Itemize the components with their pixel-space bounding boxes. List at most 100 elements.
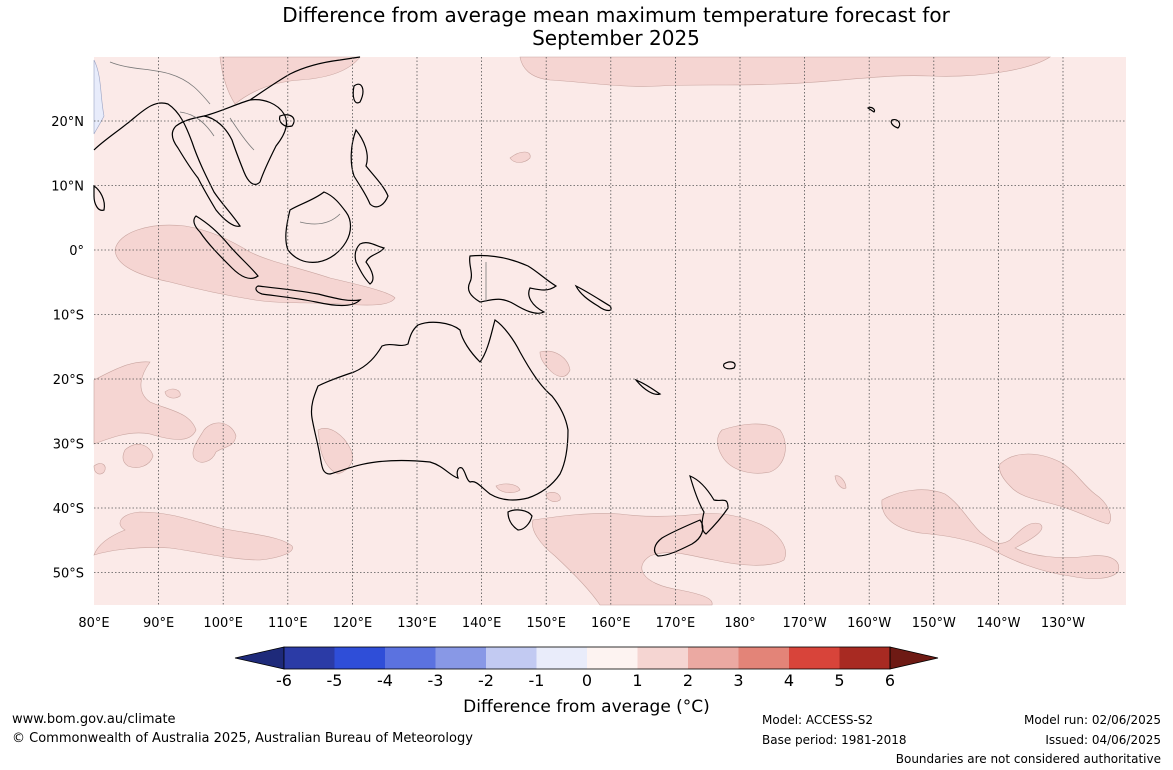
colorbar-tick-label: -5 [327,671,343,690]
anomaly-region-southern-ocean-west [93,511,293,561]
anomaly-region-south-pacific-east [881,489,1120,579]
colorbar-extend-high [889,646,939,670]
lat-tick-label: 40°S [53,502,84,517]
colorbar-box [284,647,335,669]
coastline-new-zealand-south [653,519,704,557]
colorbar-tick-label: -4 [377,671,393,690]
title-line-1: Difference from average mean maximum tem… [282,3,950,27]
colorbar-frame [283,646,891,670]
colorbar-tick-label: 6 [885,671,895,690]
lon-tick-label: 140°E [462,616,502,631]
coastline-india-tip [93,184,105,211]
anomaly-region-indian-south-1 [122,444,154,468]
anomaly-region-small-4 [545,492,561,502]
anomaly-region-indian-south-3 [93,463,106,475]
lon-tick-label: 90°E [143,616,174,631]
lon-tick-label: 110°E [268,616,308,631]
colorbar-extend-low [234,646,285,670]
lon-tick-label: 130°W [1041,616,1085,631]
coastline-sumatra [193,215,259,280]
colorbar-tick-label: -1 [529,671,545,690]
lon-tick-label: 160°W [847,616,891,631]
lon-tick-label: 130°E [397,616,437,631]
colorbar-tick-label: 4 [784,671,794,690]
colorbar-box [486,647,537,669]
lon-tick-label: 140°W [976,616,1020,631]
coastline-new-guinea [467,254,558,314]
coastline-philippines [350,128,389,208]
colorbar-box [637,647,688,669]
forecast-map: 80°E 90°E 100°E 110°E 120°E 130°E 140°E 150°E 16… [51,56,1126,690]
colorbar-box [435,647,486,669]
colorbar-box [385,647,436,669]
colorbar-box [738,647,789,669]
coastline-fiji [723,361,736,370]
lon-tick-label: 180° [724,616,755,631]
model-run-text: Model run: 02/06/2025 [1023,713,1161,727]
colorbar-tick-label: 1 [632,671,642,690]
anomaly-region-small-2 [164,388,181,399]
coastline-asia-mainland [93,56,361,227]
border-lines-asia [109,61,487,302]
colorbar-tick-label: -3 [428,671,444,690]
issued-text: Issued: 04/06/2025 [1045,733,1161,747]
anomaly-region-north-pacific [519,56,1052,87]
colorbar-tick-label: 0 [582,671,592,690]
lon-tick-label: 150°W [912,616,956,631]
website-text: www.bom.gov.au/climate [12,712,176,727]
lat-tick-label: 30°S [53,438,84,453]
coastline-tasmania [507,509,533,531]
boundaries-note: Boundaries are not considered authoritat… [895,752,1161,766]
anomaly-region-tasman-north [717,423,786,474]
colorbar-box [536,647,587,669]
negative-anomaly-region [93,59,105,135]
coastline-hawaii [866,106,901,129]
colorbar-box [587,647,638,669]
lat-tick-label: 20°N [51,115,84,130]
country-borders [109,61,487,302]
colorbar-tick-label: 3 [733,671,743,690]
coastline-solomons [574,284,612,312]
anomaly-region-small-1 [509,151,531,163]
lon-tick-label: 170°W [783,616,827,631]
lat-tick-label: 0° [69,244,84,259]
anomaly-region-southwest-indian [93,361,197,445]
colorbar-box [839,647,890,669]
anomaly-region-south-pacific-far-east [999,453,1111,525]
lat-tick-label: 10°S [53,309,84,324]
colorbar-tick-label: -2 [478,671,494,690]
lon-tick-label: 170°E [656,616,696,631]
model-text: Model: ACCESS-S2 [762,713,874,727]
anomaly-region-small-3 [495,483,521,493]
lon-tick-label: 160°E [591,616,631,631]
title-line-2: September 2025 [532,26,700,50]
coastline-australia [310,319,569,501]
anomaly-region-southern-ocean-central [532,513,786,606]
anomaly-region-small-5 [834,475,847,489]
copyright-text: © Commonwealth of Australia 2025, Austra… [12,731,473,746]
lat-tick-label: 20°S [53,373,84,388]
anomaly-regions [93,56,1120,606]
colorbar-box [688,647,739,669]
colorbar-tick-label: -6 [276,671,292,690]
coastline-new-zealand-north [689,474,729,535]
lon-tick-label: 120°E [333,616,373,631]
colorbar: -6 -5 -4 -3 -2 -1 0 1 2 3 4 5 6 [234,646,939,690]
colorbar-tick-label: 5 [834,671,844,690]
lat-tick-label: 50°S [53,567,84,582]
map-area [93,56,1126,606]
lon-tick-label: 150°E [526,616,566,631]
anomaly-region-indian-ocean-equatorial [114,224,396,306]
coastline-sulawesi [354,242,385,285]
colorbar-tick-label: 2 [683,671,693,690]
lon-tick-label: 80°E [78,616,109,631]
anomaly-region-east-asia [219,56,361,105]
base-period-text: Base period: 1981-2018 [762,733,907,747]
anomaly-region-coral-sea [539,350,571,377]
chart-title: Difference from average mean maximum tem… [0,4,1173,50]
colorbar-box [334,647,385,669]
coastlines [93,56,901,557]
lon-tick-label: 100°E [203,616,243,631]
anomaly-region-indian-south-2 [192,422,237,463]
coastline-new-caledonia [634,378,662,395]
